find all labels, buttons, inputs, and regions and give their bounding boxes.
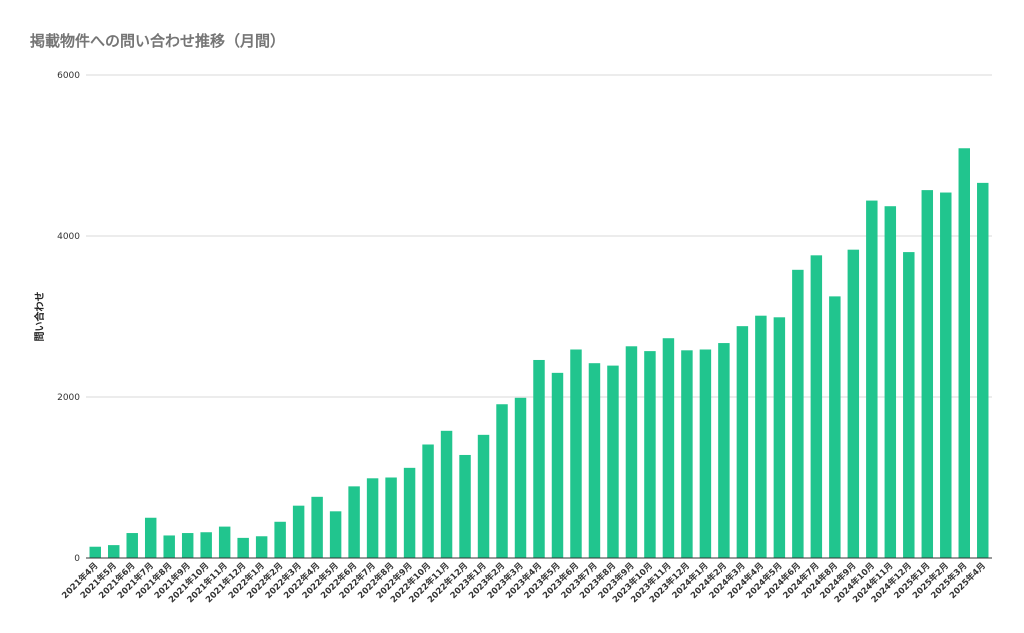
y-tick-label: 0	[74, 554, 80, 564]
bar	[366, 478, 379, 558]
bar	[181, 533, 194, 558]
y-axis-ticks: 0 2000 4000 6000	[57, 71, 80, 564]
bar	[496, 404, 508, 558]
bar	[773, 317, 786, 558]
bar	[625, 346, 638, 558]
bar	[921, 190, 934, 559]
bar	[958, 148, 970, 558]
bar	[385, 477, 397, 558]
bar	[514, 397, 527, 558]
bar	[570, 349, 582, 558]
bar	[126, 533, 138, 558]
bar	[866, 200, 878, 558]
bar	[274, 521, 286, 558]
bar	[292, 505, 305, 558]
bar	[144, 517, 157, 558]
bar	[533, 359, 545, 558]
bar	[200, 532, 212, 558]
bar	[329, 511, 342, 558]
y-tick-label: 6000	[57, 71, 80, 81]
bar	[940, 192, 952, 558]
bar	[108, 545, 120, 558]
bar	[440, 430, 453, 558]
bar	[163, 535, 175, 558]
bar	[403, 467, 416, 558]
bar	[829, 296, 841, 558]
bar	[792, 269, 804, 558]
y-tick-label: 4000	[57, 232, 80, 242]
bar	[699, 349, 712, 558]
bar	[903, 252, 915, 558]
bar	[736, 326, 749, 558]
bar	[977, 182, 989, 558]
bar	[884, 206, 897, 558]
bar	[237, 537, 249, 558]
bar	[662, 338, 675, 558]
bar	[847, 249, 860, 558]
bar	[89, 546, 101, 558]
bar	[810, 255, 823, 558]
bars	[89, 148, 989, 559]
bar	[218, 526, 231, 558]
y-axis-label: 問い合わせ	[33, 292, 46, 342]
bar	[348, 486, 360, 558]
bar	[459, 454, 471, 558]
bar	[755, 315, 767, 558]
bar	[718, 343, 730, 558]
bar	[681, 350, 693, 558]
bar	[422, 444, 434, 558]
bar	[644, 351, 656, 558]
bar	[607, 365, 619, 558]
bar	[255, 536, 268, 558]
bar	[311, 496, 323, 558]
bar	[588, 363, 601, 558]
chart-title: 掲載物件への問い合わせ推移（月間）	[30, 32, 286, 50]
y-tick-label: 2000	[57, 393, 80, 403]
bar	[477, 434, 490, 558]
x-axis-ticks: 2021年4月2021年5月2021年6月2021年7月2021年8月2021年…	[60, 560, 988, 605]
bar	[551, 372, 564, 558]
